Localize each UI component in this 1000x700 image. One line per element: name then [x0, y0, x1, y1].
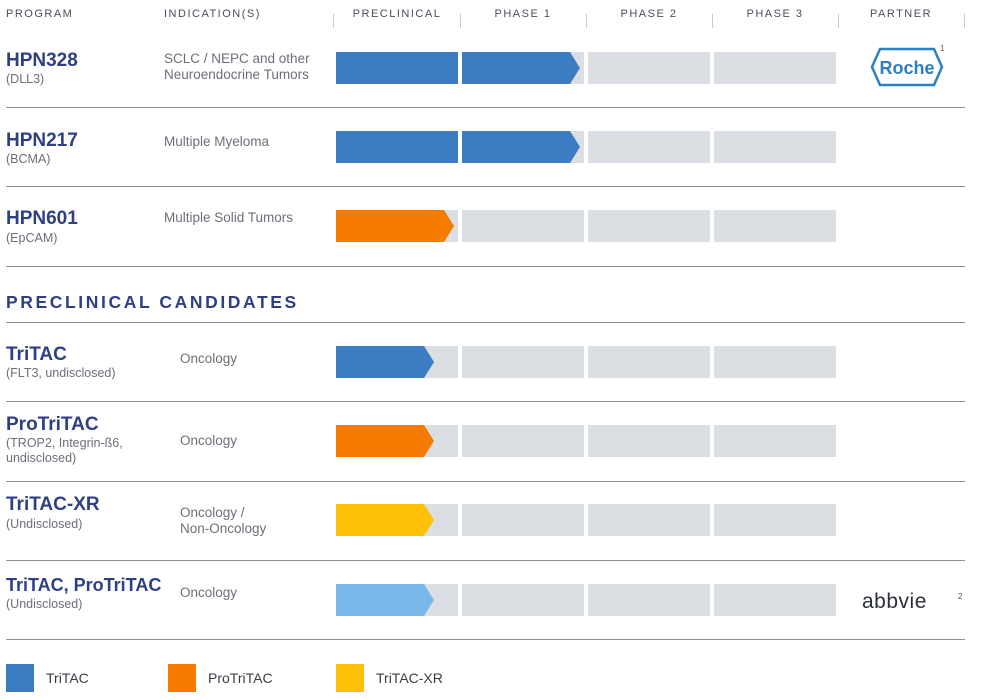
header-divider: [712, 14, 713, 28]
stage-cell: [588, 504, 710, 536]
row-divider: [6, 639, 965, 640]
legend-label-tritac-xr: TriTAC-XR: [376, 670, 443, 686]
stage-cell: [462, 210, 584, 242]
stage-bar-segment: [336, 425, 434, 457]
indication-line: Oncology: [180, 433, 238, 448]
program-name: HPN217: [6, 130, 78, 151]
stage-cell: [588, 584, 710, 616]
header-phase3: PHASE 3: [746, 8, 804, 20]
header-phase2: PHASE 2: [620, 8, 678, 20]
stage-cell: [588, 210, 710, 242]
row-divider: [6, 107, 965, 108]
abbvie-footnote: 2: [958, 592, 963, 601]
stage-cell: [714, 346, 836, 378]
indication-line: Non-Oncology: [180, 521, 267, 536]
row-divider: [6, 560, 965, 561]
stage-cell: [714, 210, 836, 242]
legend-swatch-tritac: [6, 664, 34, 692]
indication-line: Multiple Solid Tumors: [164, 210, 294, 225]
program-target: (BCMA): [6, 152, 51, 166]
stage-cell: [588, 131, 710, 163]
program-name: TriTAC-XR: [6, 494, 100, 515]
program-target: (DLL3): [6, 72, 45, 86]
row-divider: [6, 266, 965, 267]
stage-bar-segment: [336, 131, 458, 163]
program-name: HPN328: [6, 50, 78, 71]
header-phase1: PHASE 1: [494, 8, 552, 20]
indication-line: SCLC / NEPC and other: [164, 51, 310, 66]
indication-line: Oncology: [180, 585, 238, 600]
stage-cell: [462, 346, 584, 378]
header-indication: INDICATION(S): [164, 8, 261, 20]
stage-cell: [714, 504, 836, 536]
header-program: PROGRAM: [6, 8, 74, 20]
header-divider: [586, 14, 587, 28]
program-name: HPN601: [6, 208, 78, 229]
stage-cell: [714, 584, 836, 616]
stage-cell: [714, 131, 836, 163]
row-divider: [6, 186, 965, 187]
program-target: (Undisclosed): [6, 517, 83, 531]
stage-cell: [462, 584, 584, 616]
indication-line: Oncology: [180, 351, 238, 366]
row-divider: [6, 401, 965, 402]
stage-cell: [462, 504, 584, 536]
stage-cell: [588, 52, 710, 84]
section-title: PRECLINICAL CANDIDATES: [6, 292, 299, 312]
stage-bar-segment: [336, 52, 458, 84]
header-preclinical: PRECLINICAL: [352, 8, 442, 20]
stage-bar-segment: [336, 504, 434, 536]
stage-bar-segment: [462, 52, 580, 84]
stage-cell: [714, 425, 836, 457]
header-partner: PARTNER: [869, 8, 933, 20]
stage-bar-segment: [336, 346, 434, 378]
stage-cell: [714, 52, 836, 84]
legend-swatch-protritac: [168, 664, 196, 692]
program-target: (FLT3, undisclosed): [6, 366, 116, 380]
roche-footnote: 1: [940, 44, 945, 53]
abbvie-logo: abbvie: [862, 590, 927, 613]
header-divider: [838, 14, 839, 28]
program-name: TriTAC, ProTriTAC: [6, 575, 162, 595]
header-divider: [333, 14, 334, 28]
header-divider: [460, 14, 461, 28]
program-name: TriTAC: [6, 344, 67, 365]
stage-cell: [462, 425, 584, 457]
section-divider: [6, 322, 965, 323]
legend-label-protritac: ProTriTAC: [208, 670, 273, 686]
header-divider: [964, 14, 965, 28]
stage-bar-segment: [336, 210, 454, 242]
indication-line: Multiple Myeloma: [164, 134, 270, 149]
indication-line: Oncology /: [180, 505, 245, 520]
program-target-cont: undisclosed): [6, 451, 77, 465]
stage-bar-segment: [462, 131, 580, 163]
stage-cell: [588, 346, 710, 378]
program-name: ProTriTAC: [6, 414, 99, 435]
program-target: (Undisclosed): [6, 597, 83, 611]
legend-label-tritac: TriTAC: [46, 670, 89, 686]
program-target: (TROP2, Integrin-ß6,: [6, 436, 123, 450]
stage-bar-segment: [336, 584, 434, 616]
legend-swatch-tritac-xr: [336, 664, 364, 692]
program-target: (EpCAM): [6, 231, 58, 245]
roche-logo-text: Roche: [879, 58, 934, 78]
stage-cell: [588, 425, 710, 457]
indication-line: Neuroendocrine Tumors: [164, 67, 309, 82]
roche-logo-icon: Roche: [870, 47, 944, 87]
row-divider: [6, 481, 965, 482]
